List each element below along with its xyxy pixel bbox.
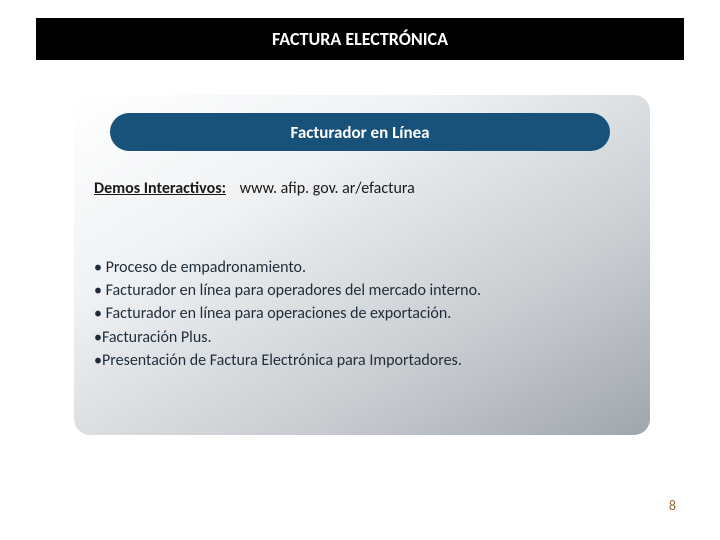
header-title: FACTURA ELECTRÓNICA xyxy=(272,28,448,50)
list-item: • Facturador en línea para operaciones d… xyxy=(94,302,634,325)
demos-url: www. afip. gov. ar/efactura xyxy=(240,179,415,198)
subtitle-text: Facturador en Línea xyxy=(290,122,429,143)
demos-line: Demos Interactivos: www. afip. gov. ar/e… xyxy=(94,179,415,198)
list-item: • Facturador en línea para operadores de… xyxy=(94,279,634,302)
list-item: •Facturación Plus. xyxy=(94,326,634,349)
page-number: 8 xyxy=(669,497,676,514)
list-item: • Proceso de empadronamiento. xyxy=(94,256,634,279)
demos-label: Demos Interactivos: xyxy=(94,179,226,198)
bullet-list: • Proceso de empadronamiento. • Facturad… xyxy=(94,256,634,372)
subtitle-banner: Facturador en Línea xyxy=(110,113,610,151)
list-item: •Presentación de Factura Electrónica par… xyxy=(94,349,634,372)
header-banner: FACTURA ELECTRÓNICA xyxy=(36,18,684,60)
